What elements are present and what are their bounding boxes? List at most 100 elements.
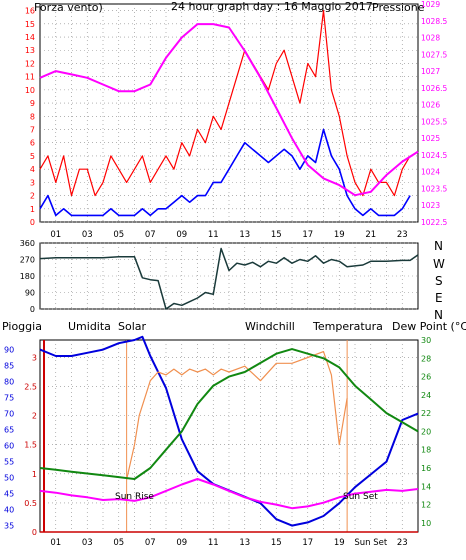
humidity-tick-label: 40 xyxy=(4,506,14,515)
series-direction xyxy=(39,247,419,310)
x-tick-label: 15 xyxy=(271,538,282,548)
x-tick-label: 23 xyxy=(397,538,408,548)
x-tick-label: 17 xyxy=(302,538,313,548)
legend-dew-point: Dew Point (°C) xyxy=(392,320,466,333)
x-tick-label: 07 xyxy=(145,538,156,548)
x-tick-label: 11 xyxy=(208,538,219,548)
direction-tick-label: 180 xyxy=(20,272,35,281)
temperature-tick-label: 30 xyxy=(421,336,431,345)
humidity-tick-label: 70 xyxy=(4,410,14,419)
wind-tick-label: 4 xyxy=(30,165,35,174)
pressure-tick-label: 1022.5 xyxy=(421,218,447,227)
direction-tick-label: 90 xyxy=(25,289,35,298)
rain-tick-label: 0 xyxy=(32,528,37,537)
wind-tick-label: 5 xyxy=(30,152,35,161)
x-tick-label: Sun Set xyxy=(354,538,387,548)
x-tick-label: 01 xyxy=(50,230,61,240)
wind-tick-label: 0 xyxy=(30,218,35,227)
legend-temperatura: Temperatura xyxy=(312,320,383,333)
temperature-tick-label: 28 xyxy=(421,354,431,363)
humidity-tick-label: 35 xyxy=(4,522,14,531)
series-layer xyxy=(39,10,419,533)
pressure-tick-label: 1024 xyxy=(421,168,440,177)
direction-tick-label: 0 xyxy=(30,305,35,314)
pressure-tick-label: 1027.5 xyxy=(421,50,447,59)
x-tick-label: 05 xyxy=(113,230,124,240)
pressure-tick-label: 1026 xyxy=(421,101,440,110)
series-gust xyxy=(39,10,411,197)
sun-rise-label: Sun Rise xyxy=(115,492,154,502)
humidity-tick-label: 50 xyxy=(4,474,14,483)
humidity-tick-label: 90 xyxy=(4,346,14,355)
legend-pioggia: Pioggia xyxy=(2,320,42,333)
rain-tick-label: 2 xyxy=(32,412,37,421)
x-tick-label: 05 xyxy=(113,538,124,548)
series-dew-point xyxy=(39,478,419,510)
wind-tick-label: 2 xyxy=(30,192,35,201)
wind-tick-label: 13 xyxy=(25,46,35,55)
x-tick-label: 11 xyxy=(208,230,219,240)
humidity-tick-label: 45 xyxy=(4,490,14,499)
chart-title: 24 hour graph day : 16 Maggio 2017 xyxy=(171,0,373,13)
wind-tick-label: 8 xyxy=(30,112,35,121)
wind-tick-label: 6 xyxy=(30,139,35,148)
x-tick-label: 15 xyxy=(271,230,282,240)
series-temperature xyxy=(39,348,419,480)
tick-layer: 0123456789101112131415161022.510231023.5… xyxy=(4,0,447,548)
x-tick-label: 21 xyxy=(365,230,376,240)
compass-n-bottom: N xyxy=(434,308,443,322)
wind-tick-label: 11 xyxy=(25,73,35,82)
humidity-tick-label: 75 xyxy=(4,394,14,403)
pressure-tick-label: 1023 xyxy=(421,201,440,210)
x-tick-label: 19 xyxy=(334,538,345,548)
temperature-tick-label: 10 xyxy=(421,519,431,528)
humidity-tick-label: 65 xyxy=(4,426,14,435)
compass-s: S xyxy=(435,274,443,288)
rain-tick-label: 1.5 xyxy=(24,441,37,450)
compass-e: E xyxy=(435,291,443,305)
pressure-tick-label: 1025 xyxy=(421,134,440,143)
temperature-tick-label: 24 xyxy=(421,391,431,400)
humidity-tick-label: 55 xyxy=(4,458,14,467)
humidity-tick-label: 60 xyxy=(4,442,14,451)
rain-tick-label: 2.5 xyxy=(24,383,37,392)
temperature-tick-label: 16 xyxy=(421,464,431,473)
x-tick-label: 13 xyxy=(239,230,250,240)
direction-tick-label: 270 xyxy=(20,256,35,265)
x-tick-label: 01 xyxy=(50,538,61,548)
pressure-tick-label: 1029 xyxy=(421,0,440,9)
wind-tick-label: 12 xyxy=(25,59,35,68)
temperature-tick-label: 20 xyxy=(421,427,431,436)
temperature-tick-label: 14 xyxy=(421,482,431,491)
wind-axis-title: Forza vento) xyxy=(34,1,103,14)
compass-n-top: N xyxy=(434,239,443,253)
pressure-tick-label: 1024.5 xyxy=(421,151,447,160)
temperature-tick-label: 22 xyxy=(421,409,431,418)
wind-tick-label: 3 xyxy=(30,178,35,187)
x-tick-label: 23 xyxy=(397,230,408,240)
legend-solar: Solar xyxy=(118,320,147,333)
x-tick-label: 03 xyxy=(82,230,93,240)
pressure-tick-label: 1025.5 xyxy=(421,117,447,126)
legend-umidita: Umidita xyxy=(68,320,111,333)
sun-set-label: Sun Set xyxy=(343,492,378,502)
pressure-tick-label: 1028.5 xyxy=(421,17,447,26)
temperature-tick-label: 18 xyxy=(421,446,431,455)
grid-layer xyxy=(40,4,418,533)
wind-tick-label: 9 xyxy=(30,99,35,108)
series-avg xyxy=(39,128,411,217)
x-tick-label: 09 xyxy=(176,538,187,548)
wind-tick-label: 10 xyxy=(25,86,35,95)
direction-tick-label: 360 xyxy=(20,239,35,248)
wind-tick-label: 1 xyxy=(30,205,35,214)
x-tick-label: 13 xyxy=(239,538,250,548)
humidity-tick-label: 80 xyxy=(4,378,14,387)
temperature-tick-label: 12 xyxy=(421,501,431,510)
x-tick-label: 07 xyxy=(145,230,156,240)
x-tick-label: 19 xyxy=(334,230,345,240)
series-pressure xyxy=(39,23,419,197)
rain-tick-label: 0.5 xyxy=(24,499,37,508)
legend-windchill: Windchill xyxy=(245,320,295,333)
